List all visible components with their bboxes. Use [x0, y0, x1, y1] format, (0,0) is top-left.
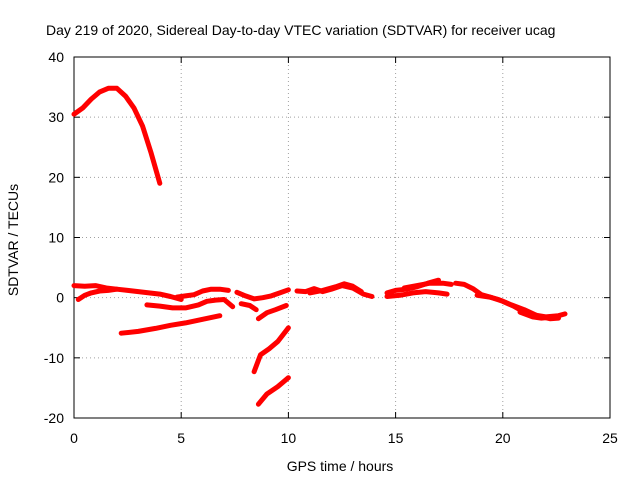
chart-title: Day 219 of 2020, Sidereal Day-to-day VTE… — [46, 22, 555, 38]
x-tick-label: 15 — [388, 430, 404, 446]
series-arc-16 — [401, 280, 454, 291]
series-arc-11 — [255, 375, 291, 407]
series-arc-8 — [238, 301, 259, 313]
data-series — [71, 85, 568, 407]
x-tick-label: 5 — [177, 430, 185, 446]
y-tick-label: 0 — [56, 290, 64, 306]
x-tick-label: 0 — [70, 430, 78, 446]
series-arc-5 — [144, 297, 236, 311]
x-tick-label: 10 — [281, 430, 297, 446]
series-arc-2 — [71, 283, 184, 302]
series-arc-6 — [174, 286, 231, 300]
x-axis-label: GPS time / hours — [287, 458, 394, 474]
series-arc-7 — [234, 287, 291, 302]
series-arc-4 — [118, 313, 223, 336]
series-arc-3 — [75, 286, 120, 302]
y-tick-label: 30 — [48, 109, 64, 125]
series-arc-13 — [307, 281, 364, 296]
series-arc-15 — [384, 289, 450, 299]
series-arc-17 — [453, 280, 568, 320]
x-tick-label: 25 — [602, 430, 618, 446]
grid-lines — [74, 57, 610, 418]
y-tick-label: -20 — [44, 410, 64, 426]
series-arc-10 — [251, 325, 291, 375]
series-arc-1 — [71, 85, 163, 186]
series-arc-9 — [255, 303, 289, 322]
y-tick-label: 40 — [48, 49, 64, 65]
y-tick-label: 10 — [48, 230, 64, 246]
y-axis-label: SDTVAR / TECUs — [5, 184, 21, 296]
axis-ticks: 0 5 10 15 20 25 -20 -10 0 10 20 30 40 — [44, 49, 618, 446]
y-tick-label: 20 — [48, 169, 64, 185]
y-tick-label: -10 — [44, 350, 64, 366]
x-tick-label: 20 — [495, 430, 511, 446]
series-arc-19 — [517, 309, 557, 321]
